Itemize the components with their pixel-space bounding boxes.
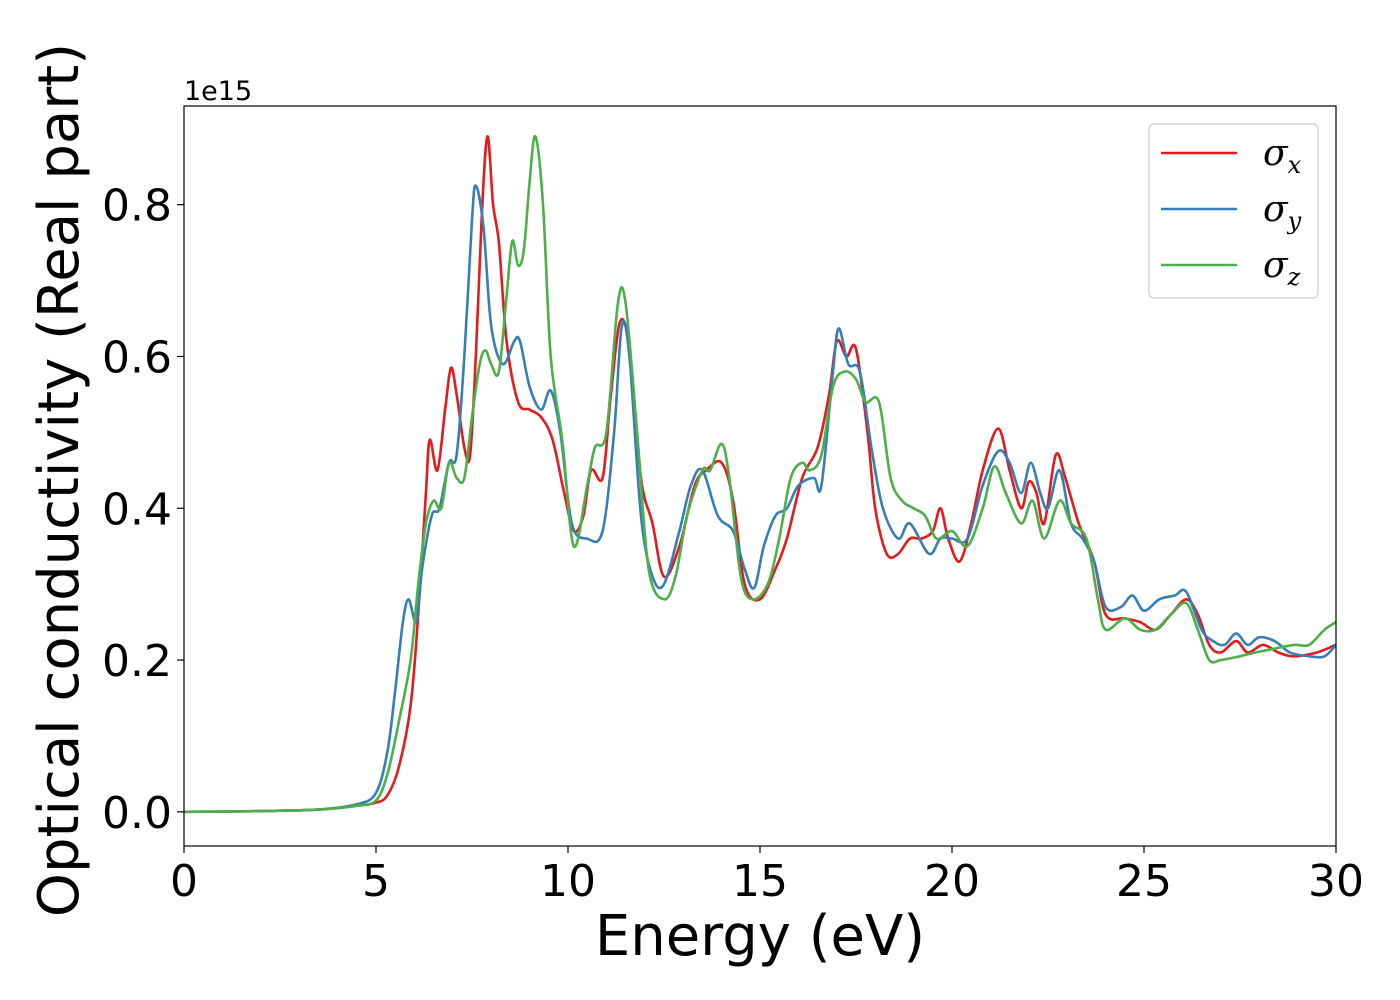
y-tick-label: 0.6 <box>102 332 172 383</box>
x-tick-label: 25 <box>1116 856 1172 907</box>
x-tick-label: 30 <box>1308 856 1364 907</box>
series-line-y <box>184 184 1336 814</box>
x-tick-label: 0 <box>170 856 198 907</box>
series-layer <box>184 135 1336 814</box>
series-line-z <box>184 135 1336 814</box>
legend-box <box>1148 123 1319 299</box>
legend: σx σy σz <box>1148 123 1319 299</box>
ticks-layer: 0 5 10 15 20 25 30 0.0 0.2 0.4 0.6 0.8 <box>102 181 1364 907</box>
y-tick-label: 0.8 <box>102 181 172 232</box>
legend-label-z: σz <box>1263 245 1301 291</box>
y-offset-label: 1e15 <box>184 76 252 107</box>
x-tick-label: 20 <box>924 856 980 907</box>
y-axis-title: Optical conductivity (Real part) <box>27 43 92 917</box>
x-tick-label: 15 <box>732 856 788 907</box>
y-tick-label: 0.2 <box>102 636 172 687</box>
legend-label-x: σx <box>1263 133 1302 179</box>
x-tick-label: 5 <box>362 856 390 907</box>
y-tick-label: 0.4 <box>102 484 172 535</box>
legend-label-y: σy <box>1263 189 1302 235</box>
x-axis-title: Energy (eV) <box>595 904 925 969</box>
x-tick-label: 10 <box>540 856 596 907</box>
y-tick-label: 0.0 <box>102 788 172 839</box>
